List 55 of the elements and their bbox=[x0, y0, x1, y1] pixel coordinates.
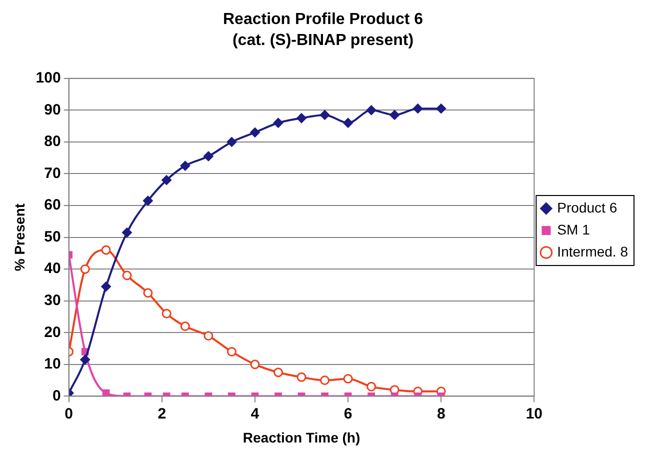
x-axis-title: Reaction Time (h) bbox=[242, 429, 360, 446]
point bbox=[273, 118, 284, 128]
point bbox=[412, 104, 423, 114]
point bbox=[320, 376, 330, 386]
point bbox=[180, 160, 190, 171]
point bbox=[343, 374, 353, 384]
chart-subtitle: (cat. (S)-BINAP present) bbox=[232, 32, 414, 50]
y-tick-label: 70 bbox=[44, 164, 61, 182]
point bbox=[296, 372, 306, 382]
y-tick-label: 40 bbox=[44, 260, 61, 278]
y-tick-label: 100 bbox=[36, 70, 61, 87]
x-tick-label: 4 bbox=[250, 405, 260, 422]
point bbox=[180, 322, 190, 332]
y-tick-label: 90 bbox=[44, 101, 61, 118]
legend-label: Intermed. 8 bbox=[557, 243, 628, 260]
point bbox=[273, 368, 283, 378]
point bbox=[366, 105, 376, 116]
point bbox=[226, 346, 236, 356]
x-tick-label: 10 bbox=[526, 405, 543, 422]
point bbox=[80, 264, 90, 274]
point bbox=[390, 110, 400, 120]
x-tick-label: 2 bbox=[158, 405, 166, 422]
point bbox=[122, 228, 132, 238]
point bbox=[226, 136, 237, 147]
y-tick-label: 0 bbox=[52, 387, 61, 404]
point bbox=[143, 288, 153, 298]
y-tick-label: 30 bbox=[44, 292, 61, 309]
point bbox=[366, 382, 376, 392]
point bbox=[101, 245, 111, 255]
legend-label: SM 1 bbox=[557, 221, 590, 238]
point bbox=[122, 270, 132, 280]
point bbox=[343, 118, 354, 128]
x-tick-label: 8 bbox=[436, 405, 446, 422]
y-tick-label: 60 bbox=[44, 196, 61, 214]
x-tick-label: 0 bbox=[64, 405, 73, 422]
point bbox=[162, 308, 172, 318]
point bbox=[101, 282, 112, 292]
point bbox=[80, 354, 90, 365]
point bbox=[296, 113, 307, 124]
y-tick-label: 10 bbox=[44, 356, 61, 373]
point bbox=[250, 127, 260, 138]
point bbox=[204, 331, 214, 341]
point bbox=[162, 175, 172, 186]
x-tick-label: 6 bbox=[344, 405, 352, 422]
y-tick-label: 80 bbox=[44, 133, 61, 150]
point bbox=[250, 360, 260, 370]
point bbox=[142, 196, 153, 206]
legend-label: Product 6 bbox=[557, 199, 618, 216]
y-axis-title: % Present bbox=[11, 203, 28, 272]
point bbox=[436, 104, 446, 114]
chart-title: Reaction Profile Product 6 bbox=[222, 11, 424, 28]
y-tick-label: 50 bbox=[44, 228, 61, 246]
point bbox=[203, 151, 214, 162]
point bbox=[320, 110, 330, 120]
y-tick-label: 20 bbox=[44, 324, 61, 341]
